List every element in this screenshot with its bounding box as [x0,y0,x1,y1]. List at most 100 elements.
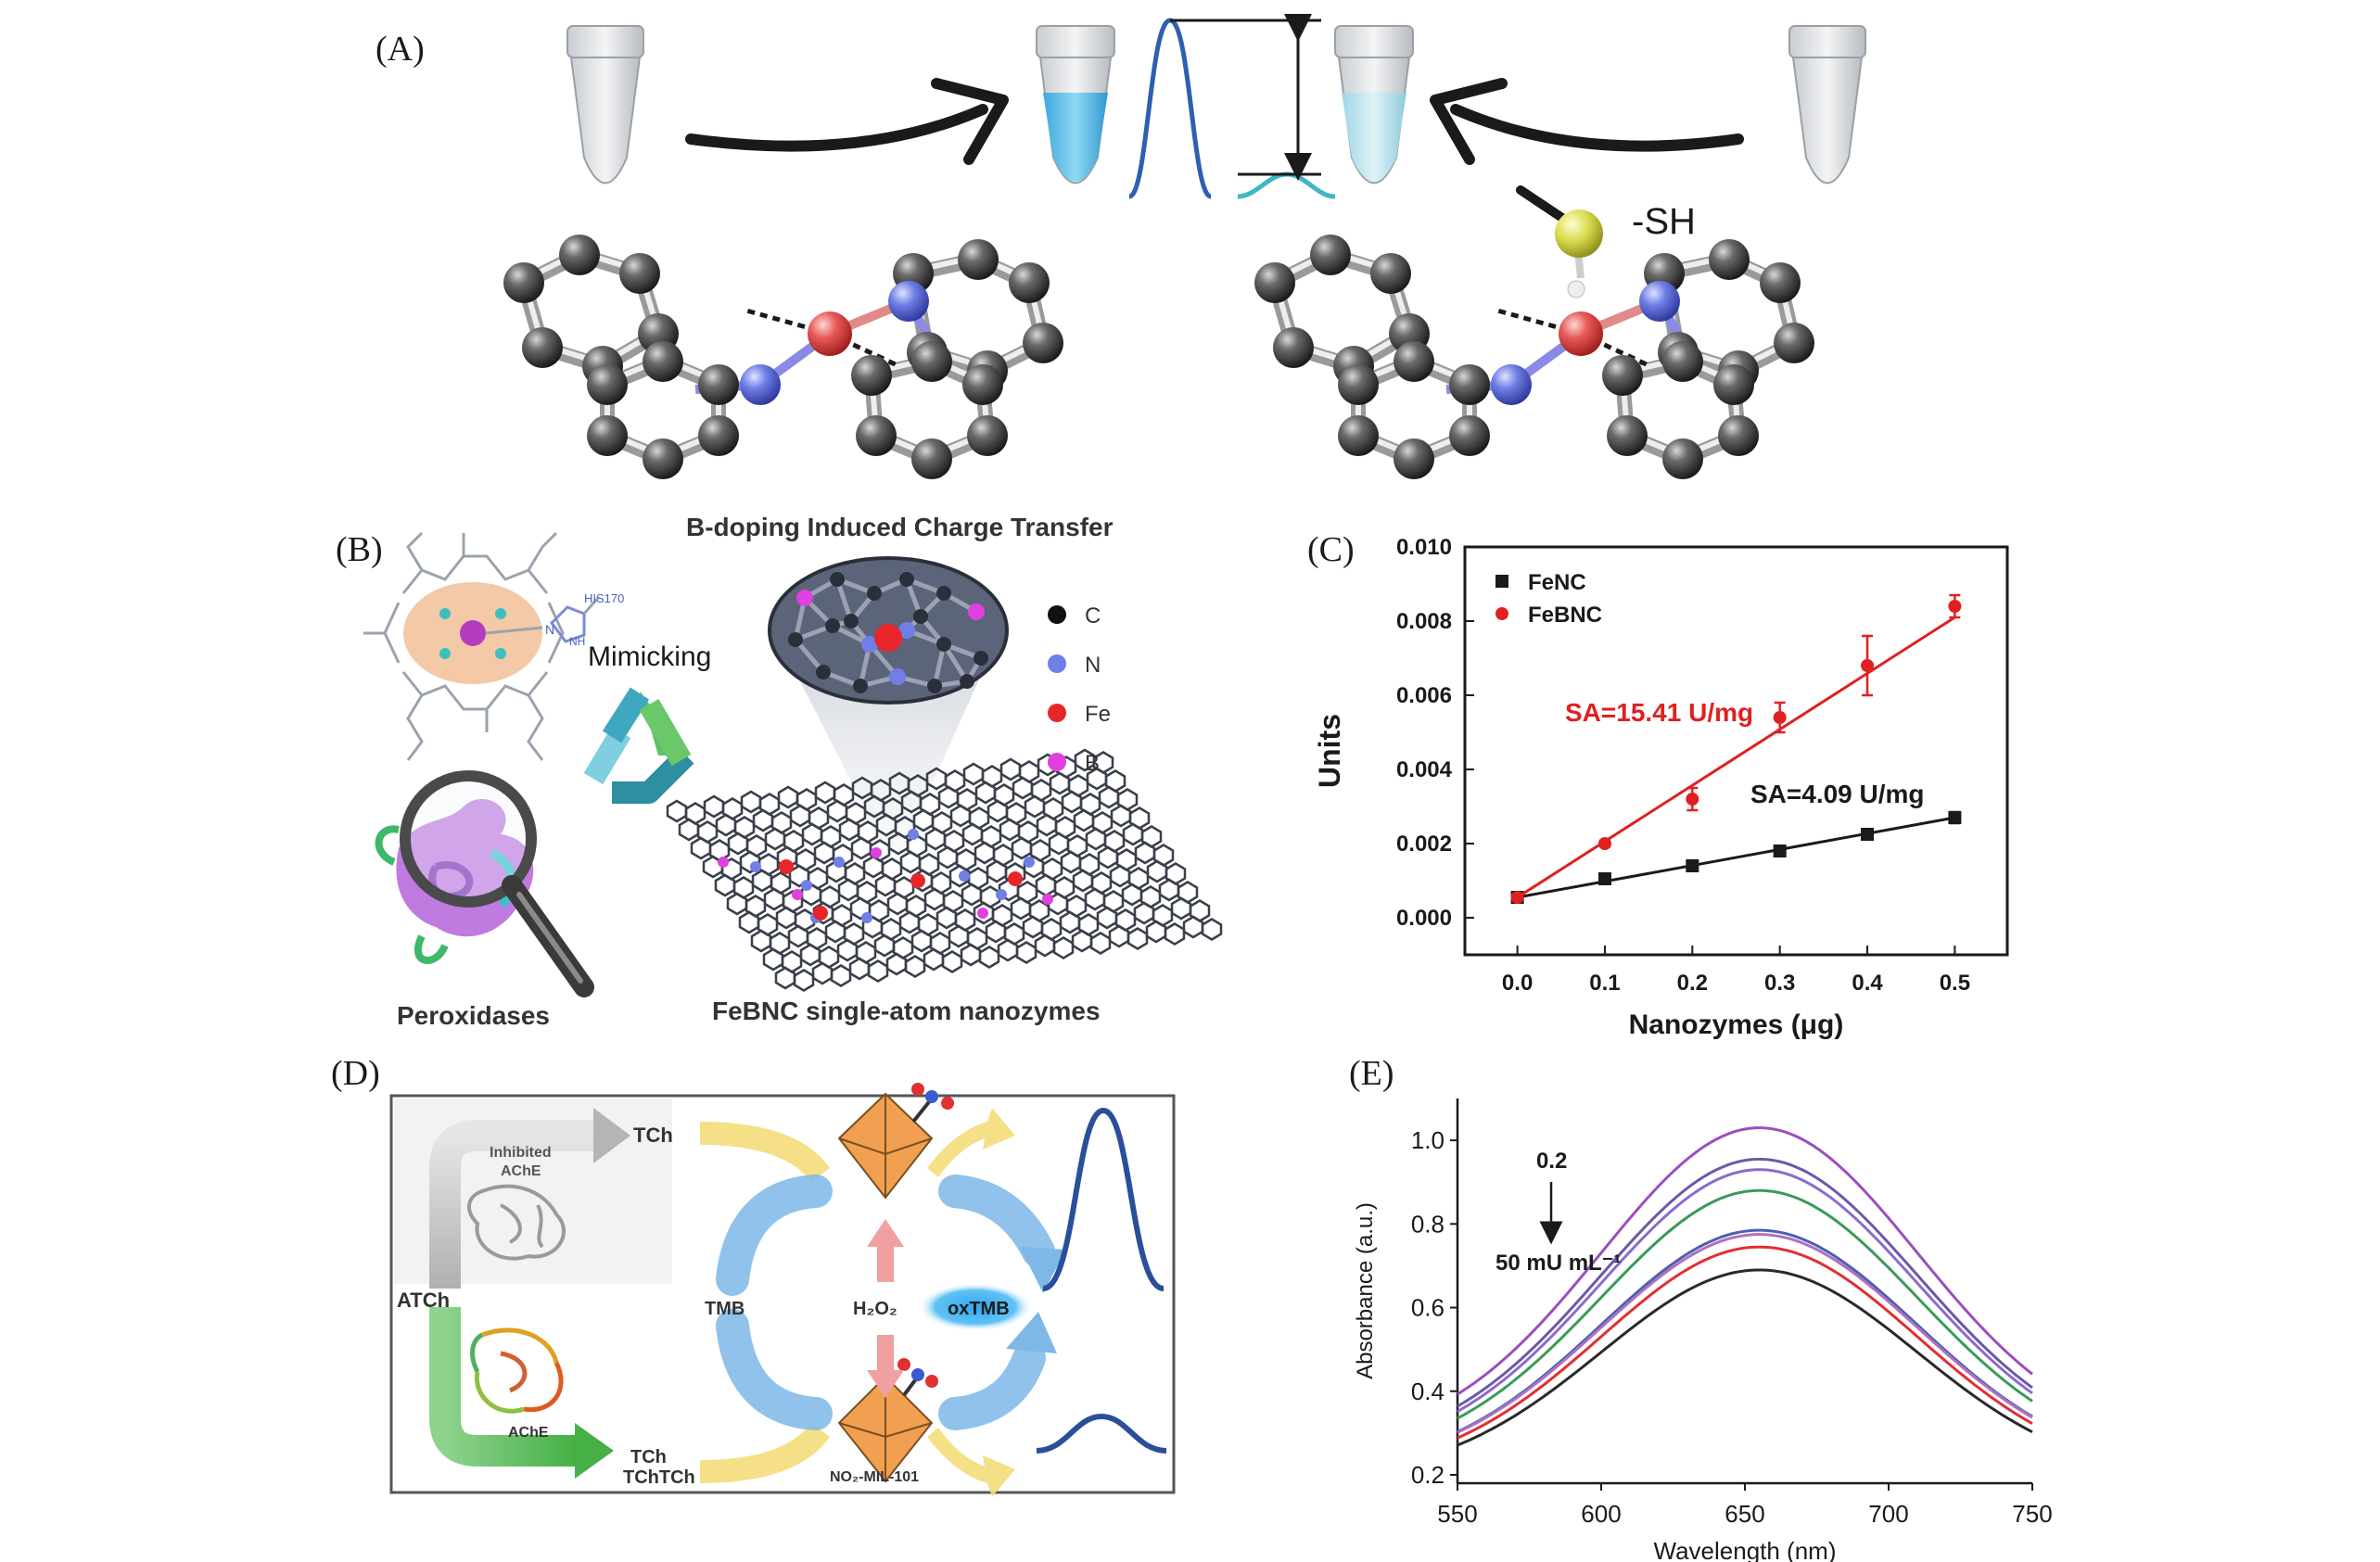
oxtmb-glow [918,1283,1033,1331]
graphene-hex [799,943,821,967]
mof-octahedron-bottom [837,1358,938,1483]
graphene-hex [1201,918,1223,941]
graphene-hex [924,827,947,851]
graphene-hex [912,808,935,832]
data-point-febnc [1948,600,1962,613]
graphene-hex [1024,794,1046,819]
yellow-arrows [700,1108,1015,1497]
d-peak-low [1036,1413,1167,1454]
graphene-hex [820,825,842,848]
graphene-hex [832,844,854,867]
x-tick-label: 600 [1581,1500,1621,1528]
carbon-atom [1713,364,1754,405]
graphene-hex [1053,876,1075,899]
atch-label: ATCh [397,1289,450,1312]
panel-e: (E) 550 600 650 700 750 0.2 0.4 0.6 0.8 1.0 Wavele… [1349,1054,2053,1562]
graphene-hex [874,873,897,897]
graphene-hex [1127,867,1150,890]
graphene-hex [745,895,767,918]
graphene-hex [781,950,803,973]
graphene-hex [1079,793,1101,816]
graphene-hex [1158,878,1180,902]
y-tick-label: 0.4 [1411,1378,1445,1405]
graphene-hex [696,820,719,844]
graphene-hex [1110,804,1132,828]
graphene-hex [1133,901,1155,925]
graphene-hex [1016,881,1038,904]
graphene-hex [763,887,785,911]
fit-line-febnc [1516,616,1956,899]
y-axis-label: Units [1313,714,1346,788]
y-tick-label: 0.006 [1396,683,1452,708]
legend-marker-fenc [1495,575,1508,588]
nitrogen-atom [1639,281,1680,322]
graphene-hex [1004,862,1026,885]
graphene-hex [962,762,985,786]
graphene-hex [1103,830,1126,853]
heme-nh-label: NH [569,635,585,648]
heme-structure: N NH HIS170 [363,531,624,761]
data-point-febnc [1686,793,1699,806]
graphene-hex [1104,769,1126,793]
graphene-hex [907,774,929,797]
legend-label-fenc: FeNC [1528,570,1586,595]
graphene-hex [881,857,903,881]
graphene-hex [684,802,706,825]
plot-frame [1463,545,2009,957]
tchtch-label: TChTCh [623,1467,695,1488]
graphene-hex [978,946,1000,969]
sheet-boron [871,847,882,858]
graphene-hex [1077,913,1100,936]
blue-cycle-arrows [716,1175,1055,1430]
graphene-hex [762,947,784,971]
peak-high [1127,18,1213,199]
bubble-carbon [867,586,882,601]
mof-label: NO₂-MIL-101 [830,1469,919,1485]
graphene-hex [708,839,731,862]
graphene-hex [818,946,840,969]
carbon-atom [1023,323,1063,363]
carbon-atom [1607,415,1648,456]
graphene-hex [1116,788,1139,811]
graphene-hex [930,871,952,895]
graphene-hex [801,822,823,846]
sheet-iron [813,906,828,921]
graphene-hex [937,785,960,809]
fit-line-fenc [1517,816,1955,899]
legend-dot-b [1048,753,1066,771]
data-point-fenc [1948,811,1962,824]
graphene-hex [1145,920,1167,944]
graphene-hex [1121,883,1143,907]
mimicking-label: Mimicking [588,641,711,672]
graphene-hex [1072,869,1094,893]
annotation-febnc-sa: SA=15.41 U/mg [1565,698,1753,727]
data-point-fenc [1861,828,1875,841]
carbon-atom [1662,341,1703,382]
graphene-hex [837,878,859,902]
carbon-atom [619,253,660,294]
chart-absorbance-spectra: 550 600 650 700 750 0.2 0.4 0.6 0.8 1.0 Wavelength… [1353,1098,2053,1562]
carbon-atom [1718,415,1759,456]
graphene-hex [775,906,797,930]
graphene-hex [1049,771,1071,795]
arrow-right-to-light [1430,78,1744,165]
carbon-atom [559,235,600,275]
panel-d: (D) TCh Inhibited AChE ATCh AChE TCh TCh… [331,1054,1176,1497]
carbon-atom [1273,327,1314,368]
bubble-nitrogen [889,668,906,685]
panel-e-label: (E) [1349,1054,1394,1093]
graphene-hex [1115,848,1138,871]
graphene-hex [769,932,791,955]
graphene-hex [1122,822,1144,846]
graphene-hex [955,848,977,871]
bubble-nitrogen [861,636,878,653]
graphene-hex [1085,827,1107,851]
graphene-hex [1114,908,1137,932]
graphene-hex [1059,910,1081,934]
sheet-iron [910,873,925,888]
x-tick-label: 0.4 [1852,971,1883,996]
graphene-hex [1108,924,1130,948]
spectrum-line [1457,1245,2033,1440]
nitrogen-atom [1491,364,1532,405]
difference-marker [1170,13,1321,181]
